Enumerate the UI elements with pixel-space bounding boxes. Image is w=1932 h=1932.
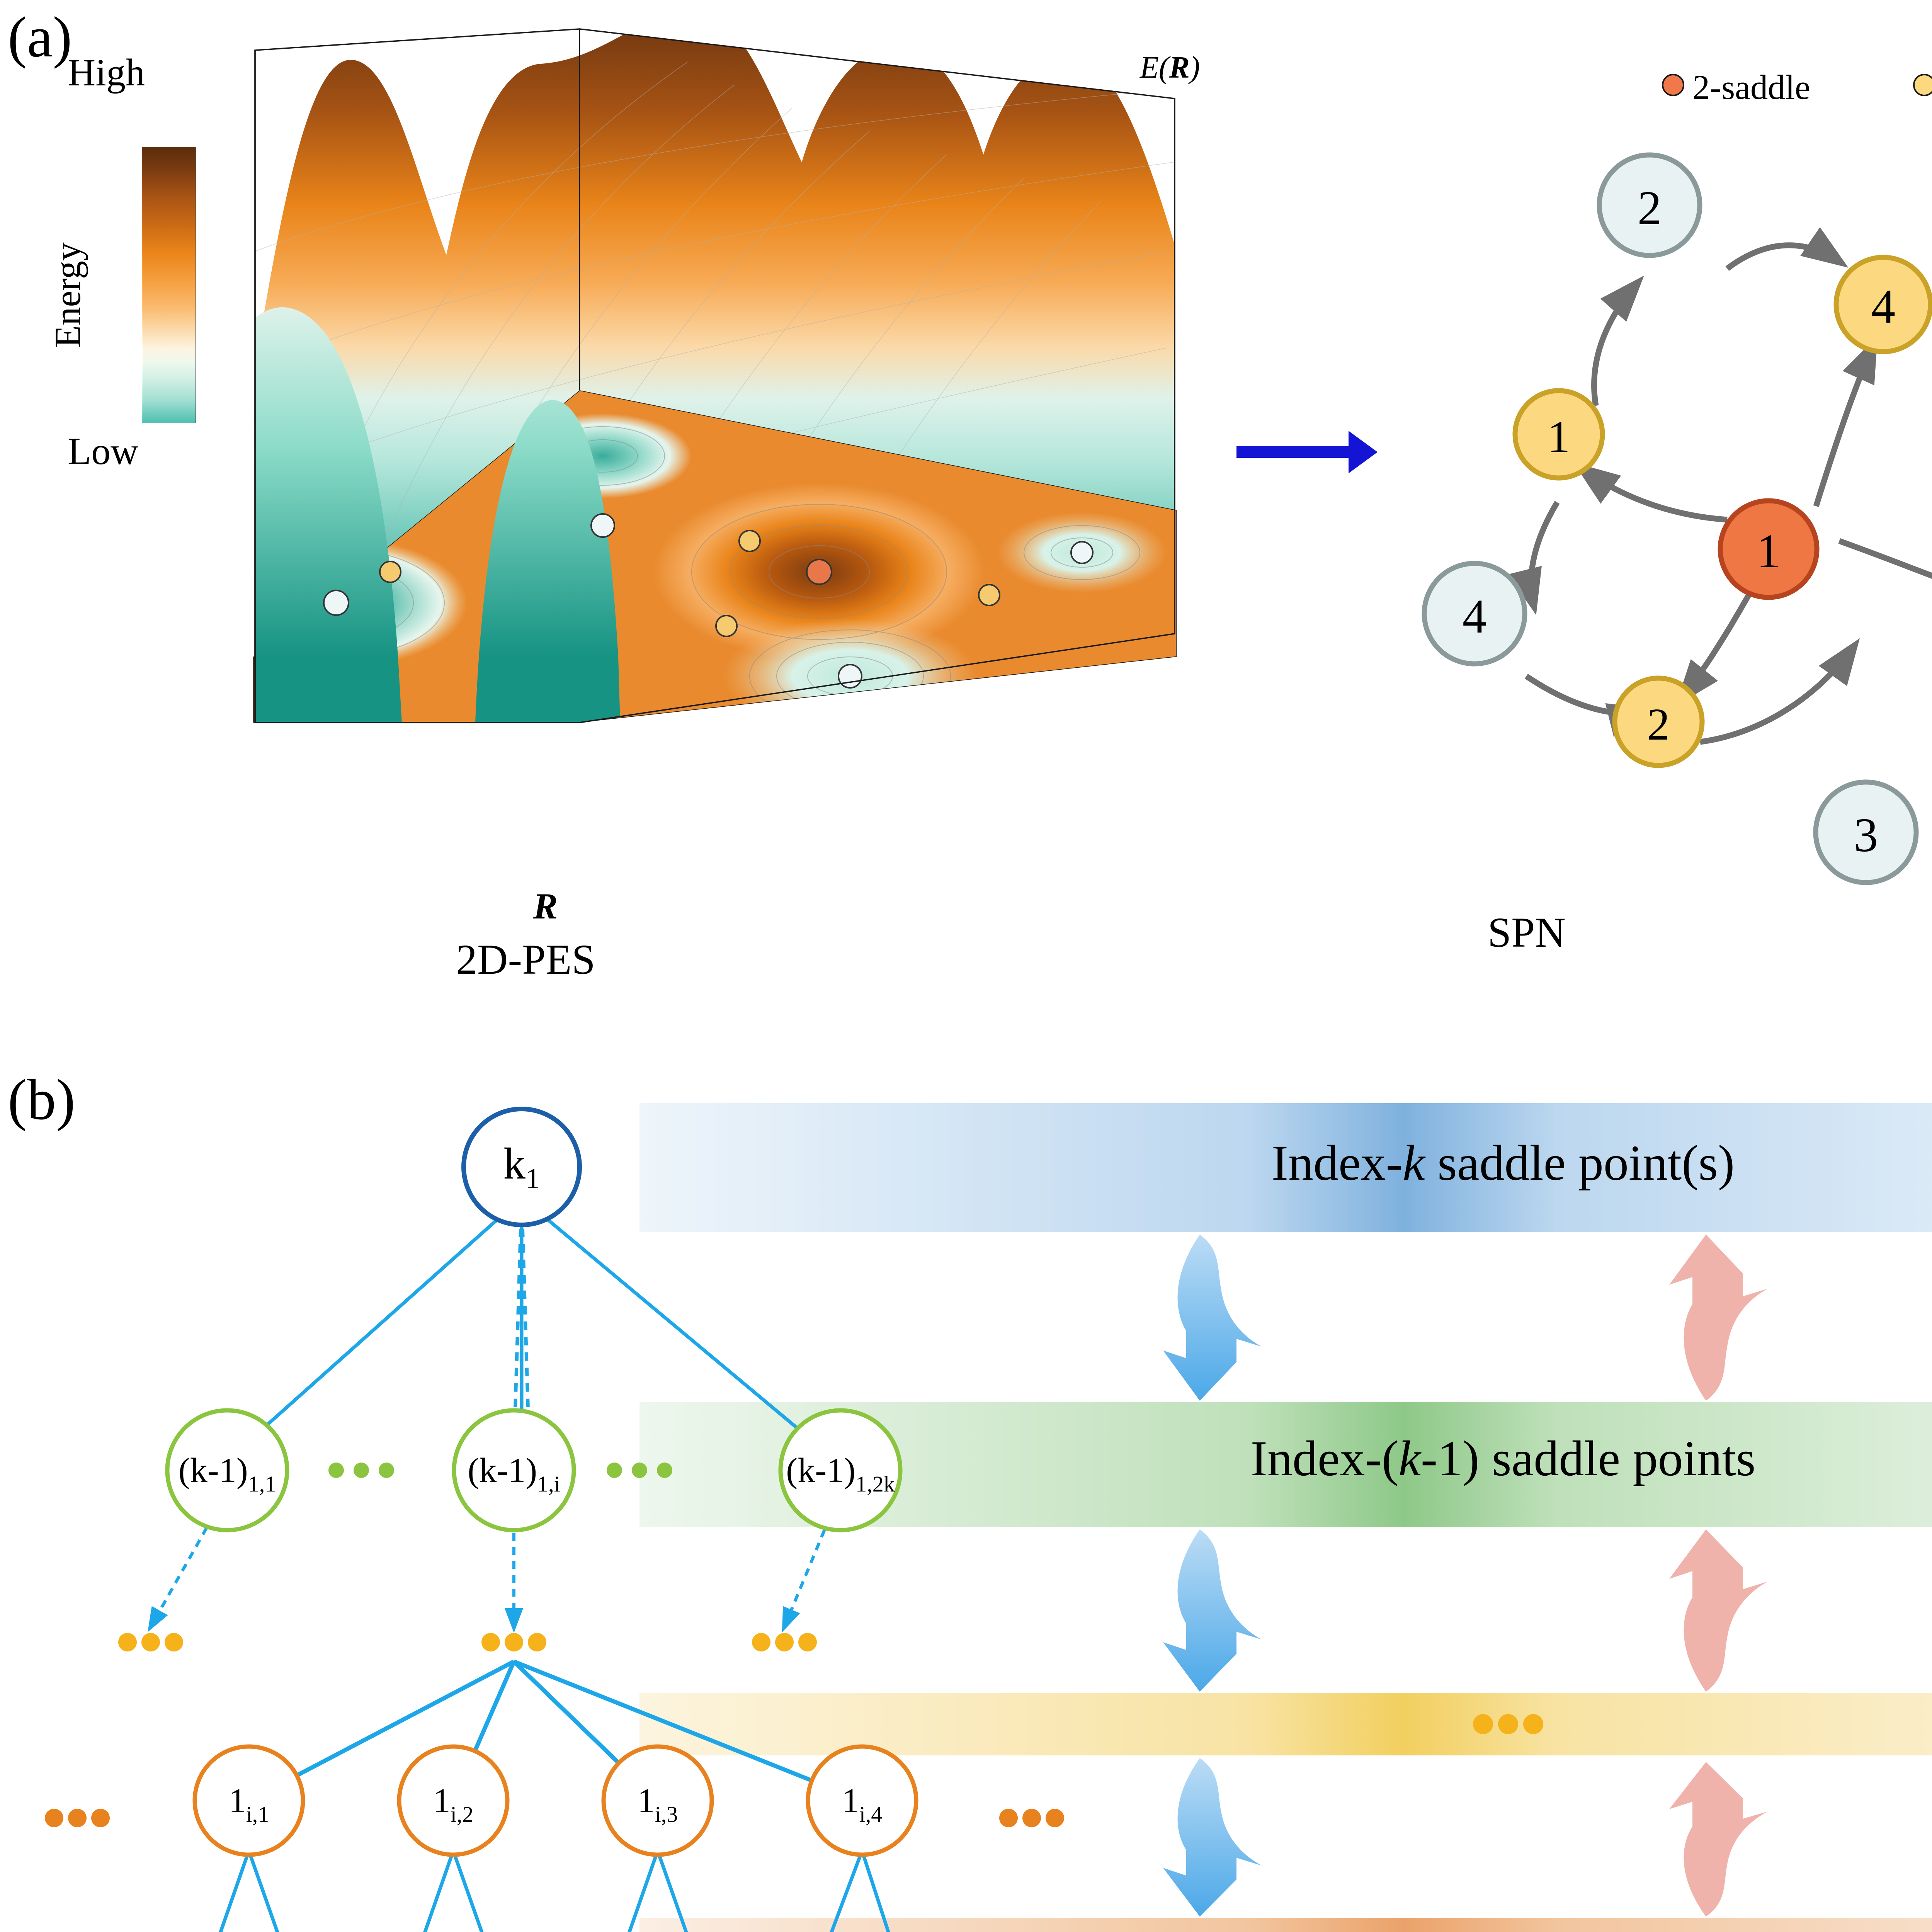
svg-text:1: 1: [1757, 525, 1781, 578]
svg-text:4: 4: [1871, 280, 1896, 333]
svg-text:3: 3: [1854, 809, 1878, 862]
svg-text:4: 4: [1463, 590, 1487, 643]
svg-text:2: 2: [1647, 699, 1670, 750]
svg-text:1: 1: [1548, 412, 1570, 462]
svg-text:2: 2: [1638, 182, 1662, 235]
